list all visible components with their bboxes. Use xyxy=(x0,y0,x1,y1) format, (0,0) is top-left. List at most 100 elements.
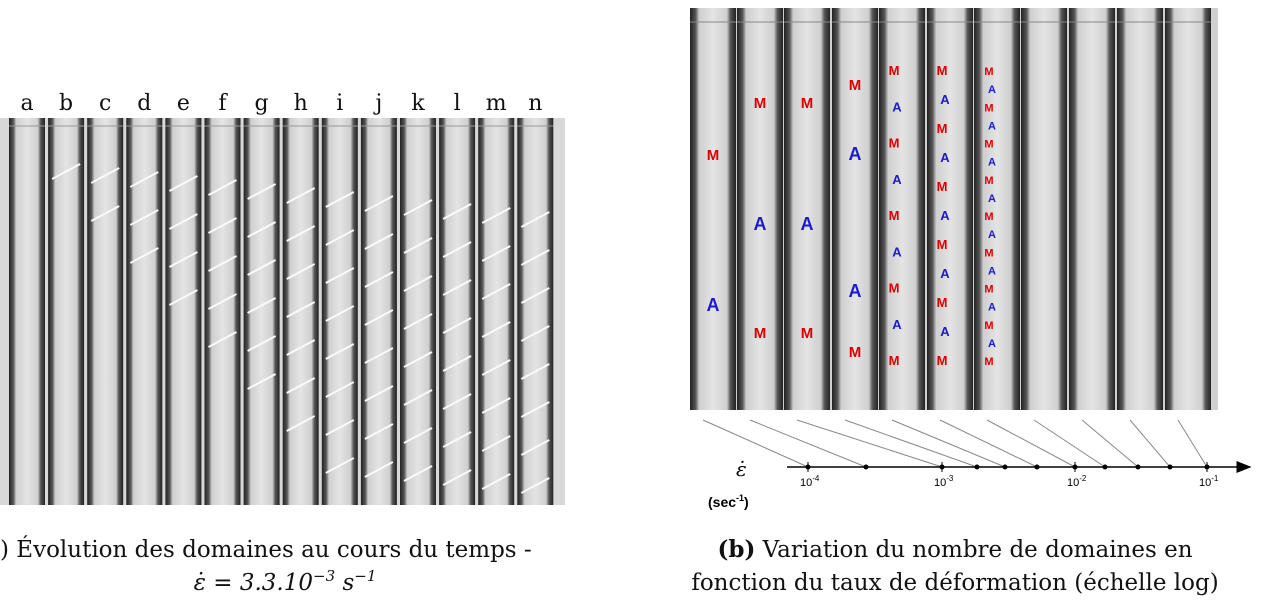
caption-b-line2: fonction du taux de déformation (échelle… xyxy=(691,570,1218,596)
domain-label: M xyxy=(984,356,993,368)
axis-symbol: ε̇ xyxy=(736,457,747,481)
strip xyxy=(927,8,973,410)
connector xyxy=(1082,420,1138,467)
strip xyxy=(1021,8,1067,410)
tick-label: 10-3 xyxy=(934,474,954,489)
domain-label: M xyxy=(984,66,993,78)
domain-label: M xyxy=(937,237,948,252)
axis-unit: (sec-1) xyxy=(708,493,749,510)
column-label: c xyxy=(99,91,111,116)
domain-label: A xyxy=(988,302,996,314)
figure: abcdefghijklmn MAMAMMAMMAAMMAMAMAMAMMAMA… xyxy=(0,0,1266,608)
domain-label: A xyxy=(892,99,902,114)
column-label: e xyxy=(177,91,190,116)
domain-label: M xyxy=(889,63,900,78)
domain-label: A xyxy=(988,229,996,241)
domain-label: A xyxy=(988,265,996,277)
strip xyxy=(690,8,736,410)
domain-label: M xyxy=(707,147,720,164)
strip xyxy=(737,8,783,410)
domain-label: A xyxy=(940,324,950,339)
domain-label: M xyxy=(984,102,993,114)
connector xyxy=(845,420,977,467)
column-label: l xyxy=(454,91,461,116)
tick-base: 10 xyxy=(800,477,812,489)
domain-label: M xyxy=(984,320,993,332)
unit-close: ) xyxy=(744,494,749,510)
domain-label: M xyxy=(937,63,948,78)
tick-base: 10 xyxy=(934,477,946,489)
connector xyxy=(1130,420,1170,467)
domain-label: A xyxy=(940,266,950,281)
domain-label: A xyxy=(892,317,902,332)
column-label: d xyxy=(137,91,151,116)
strip xyxy=(478,118,514,505)
domain-label: M xyxy=(849,344,862,361)
domain-label: A xyxy=(988,157,996,169)
unit: (sec xyxy=(708,494,736,510)
domain-label: A xyxy=(849,144,862,164)
domain-label: A xyxy=(940,208,950,223)
column-label: a xyxy=(20,91,33,116)
column-label: j xyxy=(372,91,382,116)
unit-exp: -1 xyxy=(736,493,744,503)
strip xyxy=(784,8,830,410)
domain-label: M xyxy=(889,353,900,368)
domain-label: A xyxy=(707,295,720,315)
tick-exp: -2 xyxy=(1079,474,1087,483)
domain-label: A xyxy=(988,193,996,205)
strip xyxy=(9,118,45,505)
domain-label: A xyxy=(988,84,996,96)
connector xyxy=(703,420,808,467)
connector xyxy=(750,420,866,467)
column-label: g xyxy=(255,91,269,116)
tick-exp: -3 xyxy=(946,474,954,483)
domain-label: M xyxy=(984,211,993,223)
strip xyxy=(126,118,162,505)
connector xyxy=(987,420,1075,467)
domain-label: M xyxy=(754,325,767,342)
tick-label: 10-2 xyxy=(1067,474,1087,489)
domain-label: A xyxy=(988,120,996,132)
domain-label: A xyxy=(892,244,902,259)
tick-label: 10-4 xyxy=(800,474,820,489)
strip xyxy=(879,8,925,410)
tick-base: 10 xyxy=(1199,477,1211,489)
strip xyxy=(1117,8,1163,410)
domain-label: A xyxy=(940,92,950,107)
domain-label: M xyxy=(937,179,948,194)
domain-label: A xyxy=(849,281,862,301)
domain-label: M xyxy=(937,353,948,368)
domain-label: M xyxy=(937,295,948,310)
tick-label: 10-1 xyxy=(1199,474,1219,489)
tick-exp: -1 xyxy=(1211,474,1219,483)
caption-b: (b) Variation du nombre de domaines en xyxy=(717,536,1192,563)
strip xyxy=(1165,8,1211,410)
strip xyxy=(1069,8,1115,410)
column-label: h xyxy=(294,91,308,116)
domain-label: A xyxy=(892,172,902,187)
strip xyxy=(400,118,436,505)
tick-exp: -4 xyxy=(812,474,820,483)
domain-label: A xyxy=(754,214,767,234)
domain-label: M xyxy=(889,281,900,296)
domain-label: M xyxy=(984,139,993,151)
caption-a-formula: ε̇ = 3.3.10−3 s−1 xyxy=(194,567,377,596)
strip xyxy=(205,118,241,505)
connector xyxy=(1034,420,1105,467)
domain-label: M xyxy=(984,284,993,296)
strip xyxy=(974,8,1020,410)
domain-label: M xyxy=(889,208,900,223)
domain-label: A xyxy=(988,338,996,350)
domain-label: M xyxy=(754,95,767,112)
domain-label: M xyxy=(801,95,814,112)
column-label: i xyxy=(336,91,343,116)
column-label: b xyxy=(59,91,73,116)
caption-a: ) Évolution des domaines au cours du tem… xyxy=(0,536,532,563)
strip xyxy=(48,118,84,505)
domain-label: M xyxy=(889,136,900,151)
connector xyxy=(1178,420,1207,467)
domain-label: M xyxy=(801,325,814,342)
domain-label: A xyxy=(940,150,950,165)
